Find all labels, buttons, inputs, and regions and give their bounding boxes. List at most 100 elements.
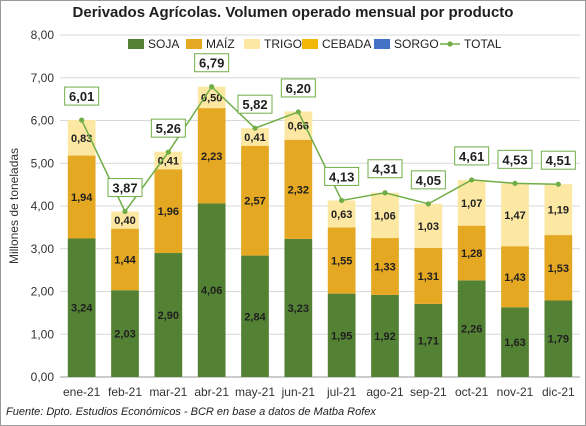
- data-label: 1,92: [374, 331, 395, 343]
- y-tick-label: 5,00: [31, 156, 55, 170]
- bar-maz: [544, 235, 573, 301]
- total-label-box: [410, 170, 446, 190]
- bar-maz: [501, 246, 529, 308]
- data-label: 2,84: [244, 311, 266, 323]
- total-label-box: [367, 159, 403, 179]
- data-label: 1,63: [504, 337, 525, 349]
- bar-maz: [67, 155, 96, 239]
- bar-soja: [327, 293, 356, 377]
- total-point: [339, 197, 345, 204]
- bar-trigo: [197, 86, 226, 109]
- data-label: 2,23: [201, 151, 222, 163]
- bar-soja: [241, 255, 269, 377]
- y-axis-title: Millones de toneladas: [7, 148, 21, 264]
- bar-trigo: [154, 151, 183, 170]
- x-tick-label: oct-21: [455, 385, 489, 399]
- data-label: 1,28: [461, 248, 482, 260]
- data-label: 1,95: [331, 330, 352, 342]
- total-label: 3,87: [112, 181, 137, 196]
- legend-label: MAÍZ: [206, 36, 235, 51]
- total-label: 4,31: [372, 162, 397, 177]
- total-point: [79, 117, 85, 123]
- total-point: [555, 181, 561, 187]
- data-label: 1,55: [331, 256, 352, 268]
- total-label-box: [107, 178, 143, 198]
- x-tick-label: abr-21: [194, 385, 229, 399]
- total-label-box: [64, 86, 100, 106]
- data-label: 1,03: [418, 221, 439, 233]
- x-tick-label: ago-21: [366, 385, 404, 399]
- total-label-box: [324, 166, 360, 186]
- total-label: 6,01: [69, 89, 94, 104]
- total-point: [122, 208, 128, 215]
- total-point: [469, 177, 475, 183]
- total-label-box: [497, 149, 533, 169]
- bar-maz: [111, 228, 139, 291]
- bar-soja: [67, 238, 96, 377]
- x-tick-label: ene-21: [63, 385, 101, 399]
- bar-soja: [197, 203, 226, 377]
- bar-maz: [371, 238, 399, 295]
- total-label-box: [454, 146, 490, 166]
- x-tick-label: feb-21: [108, 385, 142, 399]
- x-tick-label: sep-21: [410, 385, 447, 399]
- x-tick-label: jul-21: [326, 385, 357, 399]
- bar-maz: [197, 108, 226, 204]
- y-tick-label: 0,00: [31, 370, 55, 384]
- data-label: 2,32: [288, 184, 309, 196]
- x-tick-label: dic-21: [542, 385, 575, 399]
- data-label: 1,31: [418, 271, 439, 283]
- total-label-box: [237, 94, 273, 114]
- data-label: 1,79: [548, 334, 569, 346]
- total-point: [209, 84, 215, 90]
- y-tick-label: 3,00: [31, 242, 55, 256]
- total-label: 4,13: [329, 169, 354, 184]
- total-label-box: [150, 118, 186, 138]
- data-label: 1,43: [504, 272, 525, 284]
- total-label: 4,61: [459, 149, 484, 164]
- data-label: 0,63: [331, 209, 352, 221]
- legend-swatch: [374, 39, 390, 49]
- bar-soja: [284, 238, 313, 377]
- legend-label: SOJA: [148, 37, 179, 51]
- bar-trigo: [414, 203, 443, 248]
- bar-maz: [327, 227, 356, 294]
- data-label: 2,26: [461, 324, 482, 336]
- bar-trigo: [457, 179, 486, 226]
- y-tick-label: 7,00: [31, 71, 55, 85]
- data-label: 2,57: [244, 196, 265, 208]
- bar-soja: [111, 290, 139, 377]
- data-label: 2,90: [158, 310, 179, 322]
- data-label: 1,94: [71, 192, 93, 204]
- data-label: 1,96: [158, 206, 179, 218]
- data-label: 3,24: [71, 303, 93, 315]
- bar-maz: [241, 145, 269, 256]
- total-label-box: [540, 150, 576, 170]
- data-label: 0,41: [244, 132, 265, 144]
- legend-swatch: [186, 39, 202, 49]
- x-tick-label: may-21: [235, 385, 275, 399]
- legend-marker: [447, 41, 453, 47]
- data-label: 2,03: [114, 329, 135, 341]
- bar-soja: [501, 307, 529, 377]
- x-tick-label: jun-21: [281, 385, 316, 399]
- y-tick-label: 8,00: [31, 28, 55, 42]
- bar-soja: [414, 303, 443, 377]
- data-label: 0,83: [71, 133, 92, 145]
- x-tick-label: mar-21: [149, 385, 187, 399]
- bar-maz: [284, 139, 313, 239]
- legend-label: TRIGO: [264, 37, 302, 51]
- bar-maz: [414, 247, 443, 304]
- y-tick-label: 4,00: [31, 199, 55, 213]
- y-tick-label: 2,00: [31, 285, 55, 299]
- total-label-box: [280, 78, 316, 98]
- total-point: [252, 125, 258, 131]
- bar-trigo: [241, 128, 269, 146]
- bar-trigo: [67, 120, 96, 156]
- source-note: Fuente: Dpto. Estudios Económicos - BCR …: [6, 406, 376, 418]
- total-point: [382, 190, 388, 196]
- total-label: 5,82: [242, 97, 267, 112]
- legend-swatch: [244, 39, 260, 49]
- data-label: 1,19: [548, 205, 569, 217]
